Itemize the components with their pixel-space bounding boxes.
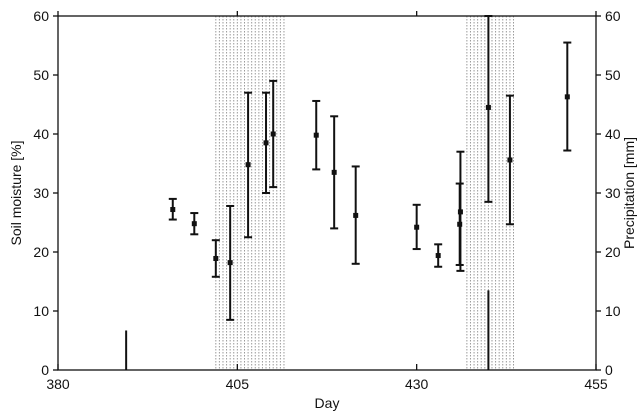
soil-moisture-layer [168,15,572,321]
data-point [245,162,251,168]
y2-tick-label: 20 [605,244,621,260]
y-tick-label: 40 [33,126,49,142]
precipitation-layer [125,290,490,370]
y2-tick-label: 40 [605,126,621,142]
data-point [227,260,233,266]
data-point [414,224,420,230]
data-point [457,209,463,215]
data-point [331,169,337,175]
y-tick-label: 0 [41,362,49,378]
y2-axis-title: Precipitation [mm] [621,137,637,249]
y-tick-label: 60 [33,8,49,24]
y2-tick-label: 30 [605,185,621,201]
y-tick-label: 20 [33,244,49,260]
y-tick-label: 50 [33,67,49,83]
y-axis-title: Soil moisture [%] [8,140,24,245]
data-point [353,212,359,218]
y2-tick-label: 10 [605,303,621,319]
data-point [270,131,276,137]
x-tick-label: 380 [46,376,70,392]
x-tick-label: 405 [226,376,250,392]
y-tick-label: 30 [33,185,49,201]
y2-tick-label: 0 [605,362,613,378]
data-point [191,221,197,227]
y2-tick-label: 60 [605,8,621,24]
data-point [564,94,570,100]
y2-tick-label: 50 [605,67,621,83]
data-point [170,207,176,213]
data-point [485,104,491,110]
x-tick-label: 455 [584,376,608,392]
data-point [313,132,319,138]
y-tick-label: 10 [33,303,49,319]
data-point [263,140,269,146]
data-point [507,157,513,163]
data-point [213,255,219,261]
x-axis-title: Day [315,395,340,411]
data-point [435,253,441,259]
x-tick-label: 430 [405,376,429,392]
